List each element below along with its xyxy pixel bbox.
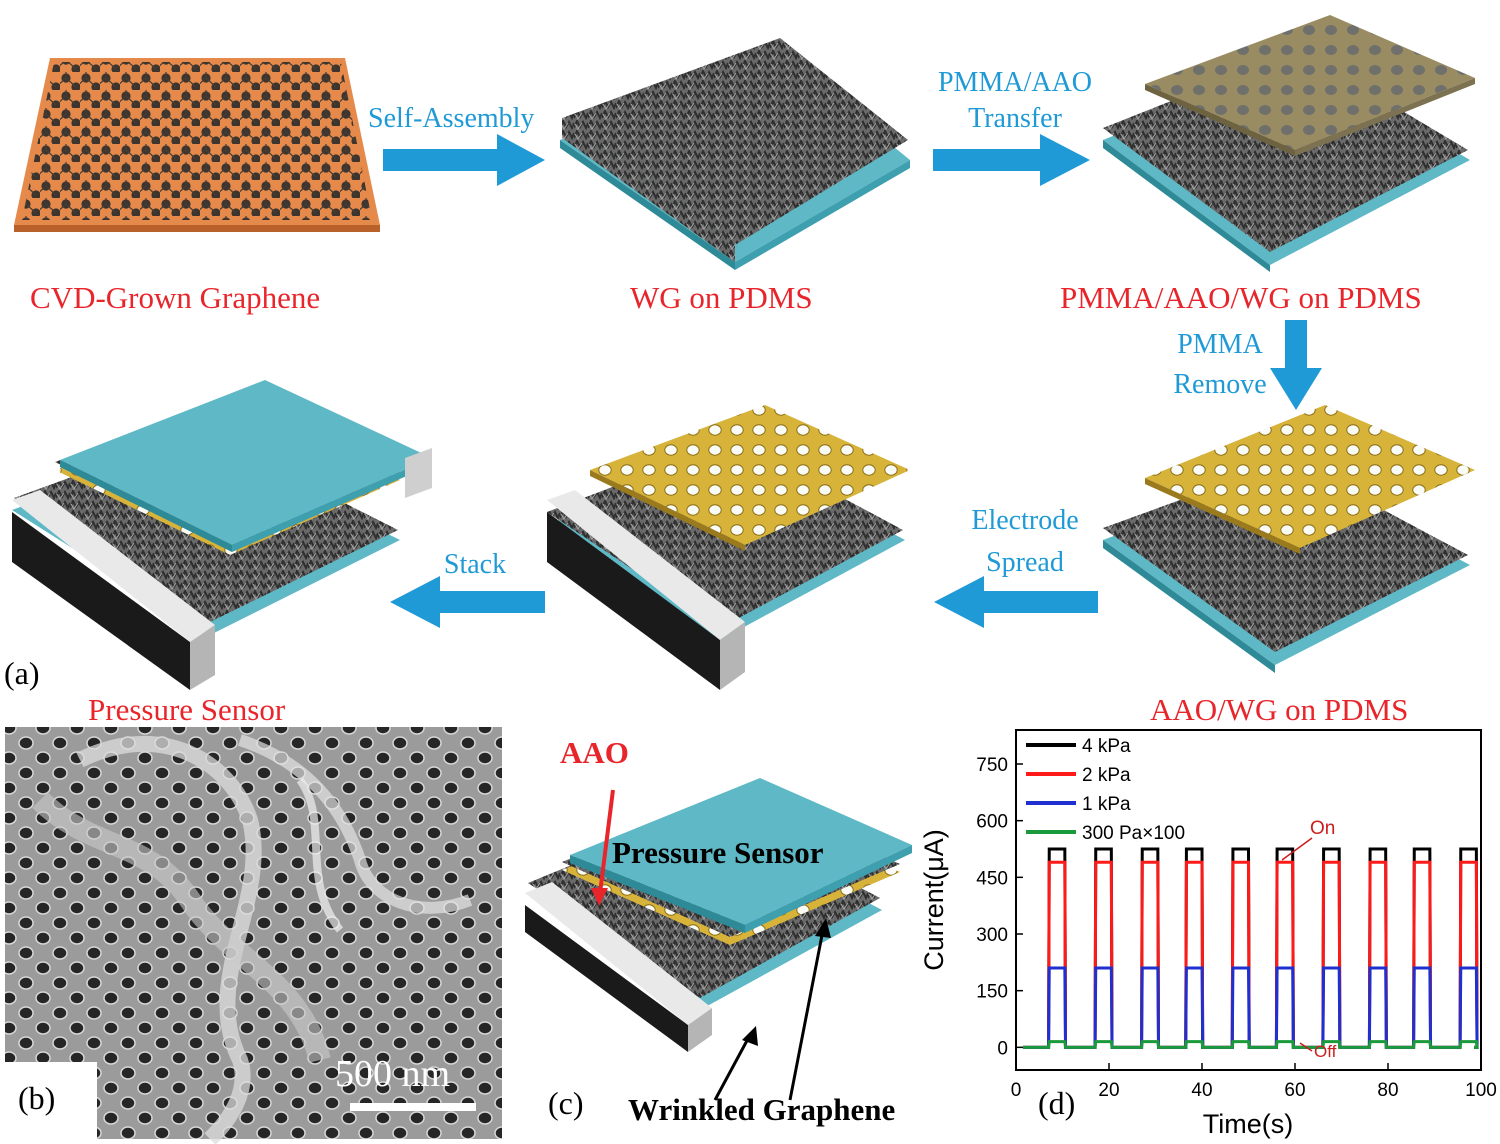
sem-scale-bar-label: 500 nm — [335, 1053, 451, 1095]
x-tick-label: 40 — [1191, 1080, 1212, 1101]
label-pressure-sensor: Pressure Sensor — [88, 692, 286, 727]
aao-wg-illustration — [1103, 405, 1475, 673]
label-sensor-inner: Pressure Sensor — [612, 835, 824, 870]
panel-letter-b: (b) — [18, 1080, 56, 1116]
y-tick-label: 0 — [997, 1038, 1008, 1059]
legend-label: 300 Pa×100 — [1082, 823, 1185, 844]
series-line-2 — [1022, 966, 1479, 1049]
x-tick-label: 60 — [1284, 1080, 1305, 1101]
label-remove-line1: PMMA — [1177, 329, 1263, 360]
y-tick-label: 450 — [976, 868, 1008, 889]
wg-on-pdms-illustration — [560, 38, 910, 270]
pmma-aao-wg-illustration — [1103, 15, 1475, 272]
x-tick-label: 80 — [1377, 1080, 1398, 1101]
x-axis-label: Time(s) — [1203, 1109, 1293, 1139]
y-tick-label: 300 — [976, 925, 1008, 946]
x-tick-label: 20 — [1098, 1080, 1119, 1101]
sem-image — [5, 727, 502, 1144]
arrow-pmma-remove — [1270, 320, 1322, 410]
y-tick-label: 600 — [976, 812, 1008, 833]
label-aao-wg: AAO/WG on PDMS — [1150, 692, 1409, 727]
x-tick-label: 100 — [1465, 1080, 1497, 1101]
arrow-electrode — [934, 576, 1098, 628]
label-remove-line2: Remove — [1173, 369, 1267, 400]
label-self-assembly: Self-Assembly — [368, 103, 535, 134]
panel-letter-c: (c) — [548, 1085, 584, 1121]
sensor-schematic — [525, 778, 912, 1101]
y-tick-label: 150 — [976, 982, 1008, 1003]
legend-label: 4 kPa — [1082, 736, 1131, 757]
label-transfer-line2: Transfer — [968, 103, 1062, 134]
label-electrode-line2: Spread — [986, 547, 1064, 578]
label-stack: Stack — [443, 549, 507, 580]
panel-letter-a: (a) — [4, 655, 40, 691]
annotation-on-arrow — [1281, 837, 1313, 861]
panel-letter-d: (d) — [1038, 1085, 1076, 1121]
annotation-off-arrow — [1299, 1042, 1313, 1052]
legend-label: 1 kPa — [1082, 794, 1131, 815]
label-electrode-line1: Electrode — [971, 505, 1079, 536]
annotation-off: Off — [1314, 1042, 1337, 1061]
arrow-transfer — [933, 134, 1090, 186]
annotation-on: On — [1310, 818, 1335, 839]
label-aao: AAO — [560, 735, 629, 770]
cvd-graphene-illustration — [14, 58, 380, 232]
plot-frame — [1015, 729, 1482, 1071]
y-tick-label: 750 — [976, 755, 1008, 776]
label-pmma-aao-wg: PMMA/AAO/WG on PDMS — [1060, 280, 1422, 315]
pressure-sensor-illustration — [12, 380, 432, 690]
series-line-3 — [1022, 1040, 1479, 1049]
y-axis-label: Current(μA) — [919, 829, 949, 971]
label-transfer-line1: PMMA/AAO — [937, 67, 1093, 98]
legend-label: 2 kPa — [1082, 765, 1131, 786]
arrow-stack — [390, 576, 545, 628]
label-wrinkled-graphene: Wrinkled Graphene — [628, 1092, 896, 1127]
label-cvd-graphene: CVD-Grown Graphene — [30, 280, 321, 315]
arrow-self-assembly — [383, 134, 545, 186]
x-tick-label: 0 — [1011, 1080, 1022, 1101]
electrode-illustration — [547, 405, 910, 690]
label-wg-on-pdms: WG on PDMS — [630, 280, 813, 315]
